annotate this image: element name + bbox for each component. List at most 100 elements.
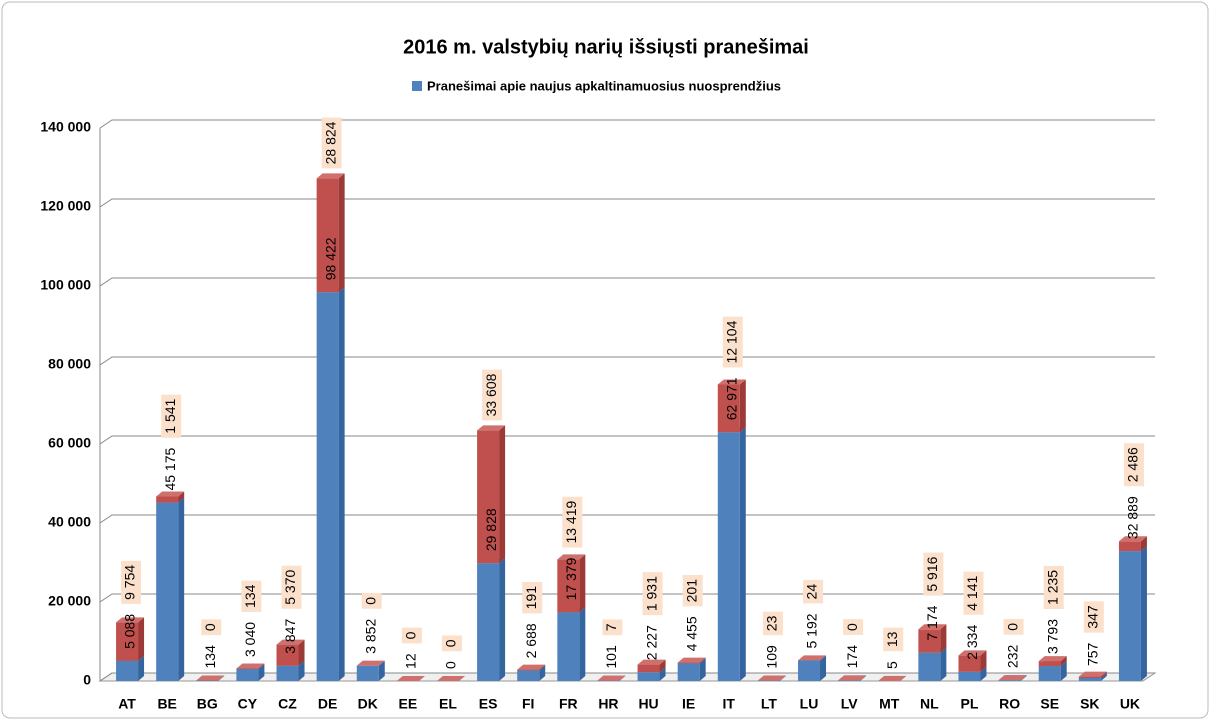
data-label: 134 xyxy=(202,645,218,669)
x-tick-label: FR xyxy=(559,696,578,712)
data-label: 134 xyxy=(242,584,258,608)
x-tick-label: LV xyxy=(841,696,859,712)
x-tick-label: DE xyxy=(318,696,337,712)
bar-side xyxy=(740,379,746,432)
data-label: 201 xyxy=(683,579,699,603)
bar xyxy=(116,661,138,681)
data-label: 13 xyxy=(884,631,900,647)
x-tick-label: HR xyxy=(598,696,618,712)
data-label: 45 175 xyxy=(162,448,178,491)
x-tick-label: FI xyxy=(522,696,534,712)
data-label: 98 422 xyxy=(322,237,338,280)
bar xyxy=(517,670,539,681)
data-label: 29 828 xyxy=(483,508,499,551)
x-tick-label: SK xyxy=(1080,696,1099,712)
bar xyxy=(678,663,700,664)
data-label: 7 xyxy=(603,623,619,631)
data-label: 347 xyxy=(1085,605,1101,629)
bar-side xyxy=(339,287,345,681)
y-tick-label: 60 000 xyxy=(48,435,91,451)
bar xyxy=(236,668,258,669)
bar xyxy=(557,612,579,681)
x-tick-label: PL xyxy=(961,696,979,712)
data-label: 0 xyxy=(1004,623,1020,631)
data-label: 32 889 xyxy=(1125,496,1141,539)
bar-side xyxy=(579,607,585,681)
bar xyxy=(156,496,178,502)
data-label: 2 688 xyxy=(523,623,539,658)
data-label: 12 xyxy=(403,653,419,669)
bar-side xyxy=(940,624,946,652)
bar-side xyxy=(740,427,746,681)
bar xyxy=(517,670,539,671)
x-tick-label: BE xyxy=(157,696,176,712)
bar xyxy=(1039,661,1061,666)
bar xyxy=(918,653,940,681)
data-label: 0 xyxy=(443,639,459,647)
data-label: 232 xyxy=(1004,645,1020,669)
data-label: 101 xyxy=(603,645,619,669)
x-tick-label: AT xyxy=(118,696,136,712)
data-label: 5 192 xyxy=(804,613,820,648)
bar-side xyxy=(178,498,184,681)
bar-side xyxy=(138,617,144,661)
data-label: 757 xyxy=(1085,642,1101,666)
bar xyxy=(958,672,980,681)
data-label: 0 xyxy=(362,597,378,605)
bar xyxy=(678,663,700,681)
x-tick-label: NL xyxy=(920,696,939,712)
bar xyxy=(1079,677,1101,678)
bar xyxy=(1079,678,1101,681)
bar xyxy=(638,665,660,673)
bar xyxy=(156,503,178,681)
bar xyxy=(1119,541,1141,551)
y-tick-label: 120 000 xyxy=(40,198,91,214)
data-label: 3 793 xyxy=(1044,619,1060,654)
data-label: 1 541 xyxy=(162,398,178,433)
data-label: 0 xyxy=(202,623,218,631)
data-label: 1 931 xyxy=(643,576,659,611)
data-label: 2 227 xyxy=(643,625,659,660)
y-tick-label: 20 000 xyxy=(48,593,91,609)
bar xyxy=(1119,551,1141,681)
data-label: 5 xyxy=(884,661,900,669)
y-tick-label: 80 000 xyxy=(48,356,91,372)
data-label: 7 174 xyxy=(924,605,940,640)
bar-side xyxy=(579,554,585,612)
bar xyxy=(236,669,258,681)
y-tick-label: 40 000 xyxy=(48,514,91,530)
data-label: 109 xyxy=(764,645,780,669)
y-tick-label: 100 000 xyxy=(40,277,91,293)
bar-side xyxy=(940,648,946,681)
bar xyxy=(317,292,339,681)
data-label: 2 486 xyxy=(1125,447,1141,482)
data-label: 13 419 xyxy=(563,500,579,543)
bar xyxy=(718,432,740,681)
x-tick-label: EE xyxy=(399,696,418,712)
legend-swatch xyxy=(412,81,422,91)
bar-side xyxy=(499,425,505,563)
bar-side xyxy=(1141,546,1147,681)
data-label: 191 xyxy=(523,586,539,610)
chart-title: 2016 m. valstybių narių išsiųsti praneši… xyxy=(403,36,809,58)
data-label: 12 104 xyxy=(723,320,739,363)
bar xyxy=(477,563,499,681)
bar-side xyxy=(339,173,345,292)
bar-side xyxy=(499,558,505,681)
data-label: 33 608 xyxy=(483,373,499,416)
legend-label: Pranešimai apie naujus apkaltinamuosius … xyxy=(427,78,781,93)
bar xyxy=(798,660,820,681)
x-tick-label: IE xyxy=(682,696,695,712)
y-tick-label: 140 000 xyxy=(40,119,91,135)
x-tick-label: SE xyxy=(1040,696,1059,712)
x-tick-label: ES xyxy=(479,696,498,712)
x-tick-label: LU xyxy=(800,696,819,712)
x-tick-label: UK xyxy=(1120,696,1140,712)
data-label: 4 455 xyxy=(683,616,699,651)
x-tick-label: HU xyxy=(638,696,658,712)
data-label: 0 xyxy=(443,661,459,669)
data-label: 3 847 xyxy=(282,619,298,654)
data-label: 0 xyxy=(844,623,860,631)
bar xyxy=(196,680,218,681)
